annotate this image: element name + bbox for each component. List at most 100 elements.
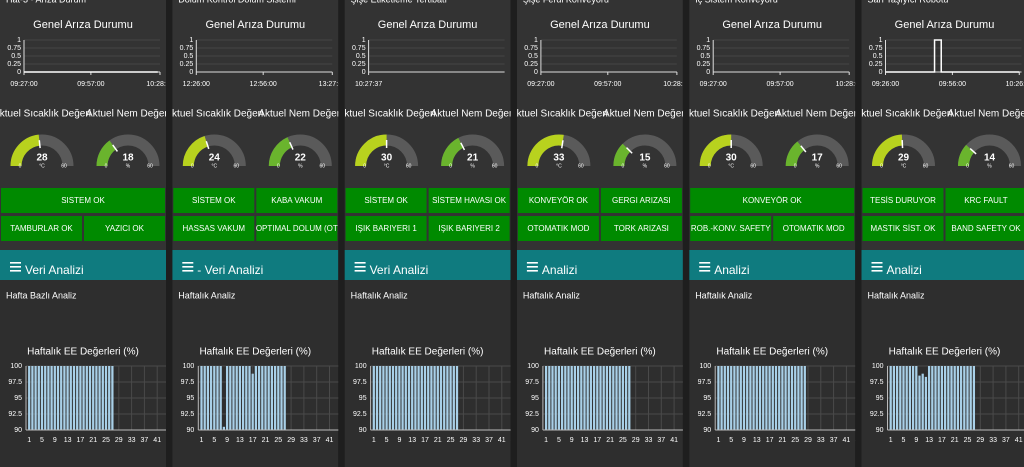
status-button[interactable] bbox=[173, 188, 255, 213]
subtitle: Haftalık Analiz bbox=[351, 290, 409, 300]
ee-bar bbox=[628, 366, 631, 430]
status-button[interactable] bbox=[1, 216, 82, 241]
y-tick-label: 1 bbox=[189, 37, 193, 44]
status-button[interactable] bbox=[256, 216, 338, 241]
menu-icon[interactable] bbox=[354, 262, 366, 264]
ee-bar bbox=[940, 366, 944, 430]
y-tick-label: 92.5 bbox=[353, 411, 367, 418]
gauge-value bbox=[182, 136, 209, 167]
status-button[interactable] bbox=[517, 216, 599, 241]
ee-bar bbox=[261, 366, 264, 430]
status-button[interactable] bbox=[256, 188, 338, 213]
y-tick-label: 97.5 bbox=[8, 379, 22, 386]
x-tick-label: 29 bbox=[632, 437, 640, 444]
menu-icon[interactable] bbox=[699, 262, 711, 264]
gauge-label: Aktuel Nem Değeri bbox=[775, 109, 859, 120]
ee-bar bbox=[219, 366, 222, 430]
status-button[interactable] bbox=[600, 188, 682, 213]
ee-bar bbox=[599, 366, 602, 430]
y-tick-label: 100 bbox=[355, 363, 367, 370]
status-button[interactable] bbox=[428, 188, 510, 213]
y-tick-label: 95 bbox=[531, 395, 539, 402]
panel: Sarı Taşıyıcı RobotuGenel Arıza Durumu00… bbox=[861, 0, 1024, 467]
status-button[interactable] bbox=[945, 188, 1024, 213]
ee-bar bbox=[280, 366, 283, 430]
ee-bar bbox=[379, 366, 382, 430]
y-tick-label: 0 bbox=[189, 69, 193, 76]
ee-bar bbox=[765, 366, 768, 430]
status-button-label: KABA VAKUM bbox=[271, 196, 322, 205]
ee-bar bbox=[947, 366, 950, 430]
ee-bar bbox=[69, 366, 72, 430]
status-button[interactable] bbox=[173, 216, 255, 241]
status-button[interactable] bbox=[345, 216, 427, 241]
y-tick-label: 92.5 bbox=[870, 411, 884, 418]
menu-icon bbox=[871, 270, 883, 272]
x-tick-label: 17 bbox=[249, 437, 257, 444]
y-tick-label: 0.5 bbox=[700, 53, 710, 60]
x-tick-label: 41 bbox=[670, 437, 678, 444]
header-title: - Veri Analizi bbox=[197, 263, 263, 277]
ee-bar bbox=[251, 373, 254, 430]
gauge-value bbox=[441, 137, 464, 167]
ee-bar bbox=[216, 366, 219, 430]
gauge-needle bbox=[38, 140, 41, 149]
ee-bar bbox=[264, 366, 267, 430]
menu-icon[interactable] bbox=[526, 262, 538, 264]
y-tick-label: 97.5 bbox=[181, 379, 195, 386]
x-tick-label: 13:27:00 bbox=[319, 81, 346, 88]
y-tick-label: 92.5 bbox=[181, 411, 195, 418]
gauge-label: Aktuel Nem Değeri bbox=[258, 109, 342, 120]
status-button-label: TORK ARIZASI bbox=[614, 224, 669, 233]
status-button[interactable] bbox=[945, 216, 1024, 241]
ee-bar bbox=[580, 366, 583, 430]
x-tick-label: 25 bbox=[964, 437, 972, 444]
ee-bar bbox=[746, 366, 749, 430]
status-button[interactable] bbox=[862, 188, 944, 213]
status-button[interactable] bbox=[84, 216, 165, 241]
status-button[interactable] bbox=[428, 216, 510, 241]
y-tick-label: 0 bbox=[706, 69, 710, 76]
ee-bar bbox=[101, 366, 104, 430]
x-tick-label: 09:26:00 bbox=[872, 81, 899, 88]
ee-bar bbox=[273, 366, 277, 430]
status-button[interactable] bbox=[345, 188, 427, 213]
y-tick-label: 90 bbox=[531, 427, 539, 434]
status-button-label: SISTEM OK bbox=[61, 196, 105, 205]
ee-bar bbox=[452, 366, 455, 430]
status-button[interactable] bbox=[862, 216, 944, 241]
x-tick-label: 33 bbox=[472, 437, 480, 444]
y-tick-label: 95 bbox=[187, 395, 195, 402]
ee-bar bbox=[787, 366, 790, 430]
status-button-label: OTOMATIK MOD bbox=[783, 224, 845, 233]
status-button[interactable] bbox=[690, 188, 855, 213]
gauge-unit: °C bbox=[556, 163, 562, 169]
ee-title: Haftalık EE Değerleri (%) bbox=[199, 347, 311, 358]
ee-bar bbox=[959, 366, 963, 430]
fault-line bbox=[885, 39, 1020, 73]
gauge-needle bbox=[112, 144, 119, 152]
menu-icon[interactable] bbox=[182, 262, 194, 264]
gauge-min: 0 bbox=[536, 163, 539, 169]
x-tick-label: 33 bbox=[128, 437, 136, 444]
ee-bar bbox=[245, 366, 248, 430]
menu-icon[interactable] bbox=[871, 262, 883, 264]
ee-bar bbox=[953, 366, 956, 430]
y-tick-label: 0 bbox=[17, 69, 21, 76]
status-button[interactable] bbox=[600, 216, 682, 241]
x-tick-label: 33 bbox=[817, 437, 825, 444]
status-button[interactable] bbox=[773, 216, 855, 241]
ee-bar bbox=[573, 366, 577, 430]
status-button[interactable] bbox=[690, 216, 772, 241]
status-button[interactable] bbox=[517, 188, 599, 213]
x-tick-label: 9 bbox=[53, 437, 57, 444]
gauge-needle bbox=[460, 142, 466, 151]
menu-icon[interactable] bbox=[10, 262, 21, 264]
ee-bar bbox=[443, 366, 446, 430]
gauge-value bbox=[355, 134, 387, 167]
gauge-max: 60 bbox=[406, 163, 412, 169]
status-button[interactable] bbox=[1, 188, 165, 213]
y-tick-label: 0 bbox=[362, 69, 366, 76]
y-tick-label: 0.25 bbox=[524, 61, 538, 68]
ee-bar bbox=[605, 366, 609, 430]
